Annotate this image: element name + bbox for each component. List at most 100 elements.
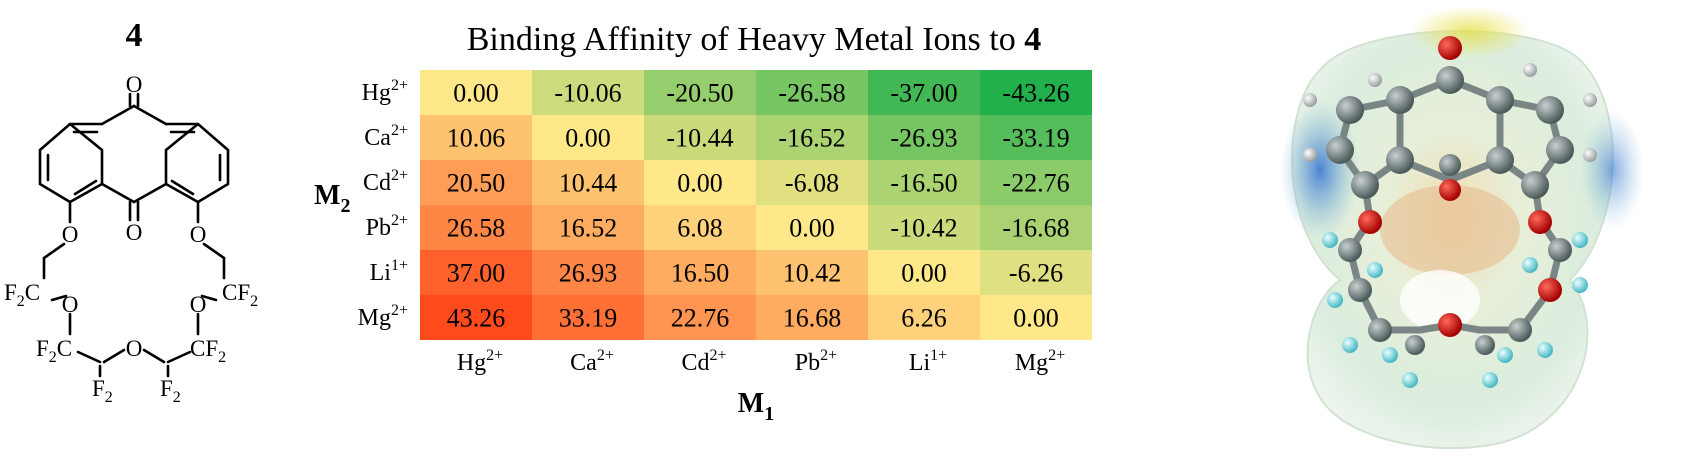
heatmap-cell — [532, 70, 644, 115]
chart-title: Binding Affinity of Heavy Metal Ions to … — [467, 21, 1041, 58]
y-axis-label: M2 — [314, 180, 350, 217]
heatmap-value-label: -16.50 — [890, 169, 957, 198]
heatmap-value-label: -33.19 — [1002, 124, 1069, 153]
heatmap-value-label: -22.76 — [1002, 169, 1069, 198]
x-tick-label: Li1+ — [909, 347, 947, 376]
structure-panel: 4 — [0, 0, 300, 464]
heatmap-value-label: -26.58 — [778, 79, 845, 108]
heatmap-cell — [980, 295, 1092, 340]
heatmap-cell — [980, 250, 1092, 295]
y-axis-tick-labels: Hg2+ Ca2+ Cd2+ Pb2+ Li1+ Mg2+ — [358, 77, 408, 331]
heatmap-value-label: -16.52 — [778, 124, 845, 153]
heatmap-cell — [644, 70, 756, 115]
atom-cf2-b: CF2 — [222, 280, 258, 310]
heatmap-value-label: 0.00 — [901, 259, 947, 288]
heatmap-cell — [532, 205, 644, 250]
heatmap-value-label: 0.00 — [453, 79, 499, 108]
y-tick-label: Li1+ — [370, 257, 408, 286]
atom-o-mid: O — [126, 220, 143, 245]
heatmap-cell — [868, 115, 980, 160]
atom-cf2-c: F2C — [36, 336, 72, 366]
heatmap-value-label: -10.06 — [554, 79, 621, 108]
heatmap-value-label: 22.76 — [671, 304, 730, 333]
heatmap-cell — [756, 250, 868, 295]
y-tick-label: Hg2+ — [362, 77, 408, 106]
x-tick-label: Ca2+ — [570, 347, 614, 376]
x-tick-label: Mg2+ — [1015, 347, 1065, 376]
heatmap-value-label: 10.42 — [783, 259, 842, 288]
heatmap-value-label: 26.93 — [559, 259, 618, 288]
heatmap-cell — [420, 115, 532, 160]
heatmap-value-labels: 0.00 -10.06 -20.50 -26.58 -37.00 -43.26 10.06 0… — [447, 79, 1070, 333]
heatmap-value-label: 6.08 — [677, 214, 723, 243]
heatmap-value-label: 43.26 — [447, 304, 506, 333]
heatmap-cell — [980, 115, 1092, 160]
compound-label: 4 — [126, 17, 143, 54]
heatmap-chart: Binding Affinity of Heavy Metal Ions to … — [314, 21, 1092, 425]
heatmap-value-label: 16.68 — [783, 304, 842, 333]
molecular-model-panel — [1250, 0, 1690, 464]
y-tick-label: Ca2+ — [364, 122, 408, 151]
atom-f2-right: F2 — [160, 376, 181, 406]
heatmap-cell — [644, 295, 756, 340]
heatmap-value-label: -20.50 — [666, 79, 733, 108]
heatmap-value-label: 16.52 — [559, 214, 618, 243]
heatmap-cell — [532, 295, 644, 340]
atom-o-chain-right: O — [190, 292, 207, 317]
heatmap-panel: Binding Affinity of Heavy Metal Ions to … — [300, 0, 1250, 464]
heatmap-cell — [756, 205, 868, 250]
heatmap-value-label: 16.50 — [671, 259, 730, 288]
heatmap-value-label: 33.19 — [559, 304, 618, 333]
heatmap-cell — [532, 160, 644, 205]
heatmap-value-label: 10.06 — [447, 124, 506, 153]
chemical-structure: 4 — [4, 17, 258, 406]
atom-f2-left: F2 — [92, 376, 113, 406]
heatmap-cell — [532, 250, 644, 295]
heatmap-value-label: 37.00 — [447, 259, 506, 288]
x-axis-tick-labels: Hg2+ Ca2+ Cd2+ Pb2+ Li1+ Mg2+ — [457, 347, 1065, 376]
heatmap-value-label: -37.00 — [890, 79, 957, 108]
atom-o-ether-right: O — [190, 222, 207, 247]
heatmap-value-label: 20.50 — [447, 169, 506, 198]
heatmap-cell — [644, 160, 756, 205]
heatmap-value-label: -10.42 — [890, 214, 957, 243]
heatmap-cell — [420, 205, 532, 250]
heatmap-cell — [756, 70, 868, 115]
atom-o-ether-left: O — [62, 222, 79, 247]
heatmap-cell — [980, 205, 1092, 250]
heatmap-cell — [420, 250, 532, 295]
x-tick-label: Hg2+ — [457, 347, 503, 376]
heatmap-value-label: 10.44 — [559, 169, 618, 198]
heatmap-value-label: 0.00 — [565, 124, 611, 153]
heatmap-cell — [532, 115, 644, 160]
heatmap-value-label: 0.00 — [1013, 304, 1059, 333]
heatmap-value-label: -10.44 — [666, 124, 733, 153]
y-tick-label: Mg2+ — [358, 302, 408, 331]
atom-o-top: O — [126, 72, 143, 97]
heatmap-cell — [644, 250, 756, 295]
heatmap-value-label: -16.68 — [1002, 214, 1069, 243]
heatmap-cell — [644, 115, 756, 160]
heatmap-cell — [756, 295, 868, 340]
x-tick-label: Pb2+ — [795, 347, 837, 376]
heatmap-cell — [868, 70, 980, 115]
x-axis-label: M1 — [738, 388, 774, 425]
heatmap-value-label: -43.26 — [1002, 79, 1069, 108]
heatmap-cell — [868, 250, 980, 295]
y-tick-label: Pb2+ — [366, 212, 408, 241]
heatmap-value-label: 6.26 — [901, 304, 947, 333]
heatmap-value-label: -6.26 — [1009, 259, 1063, 288]
heatmap-cell — [644, 205, 756, 250]
heatmap-cell — [868, 295, 980, 340]
heatmap-cell — [420, 70, 532, 115]
heatmap-value-label: 0.00 — [677, 169, 723, 198]
bond-lines — [38, 92, 230, 378]
atom-cf2-a: F2C — [4, 280, 40, 310]
heatmap-value-label: 26.58 — [447, 214, 506, 243]
heatmap-value-label: 0.00 — [789, 214, 835, 243]
x-tick-label: Cd2+ — [681, 347, 726, 376]
heatmap-cell — [868, 160, 980, 205]
heatmap-cells — [420, 70, 1092, 340]
heatmap-cell — [868, 205, 980, 250]
heatmap-cell — [756, 115, 868, 160]
